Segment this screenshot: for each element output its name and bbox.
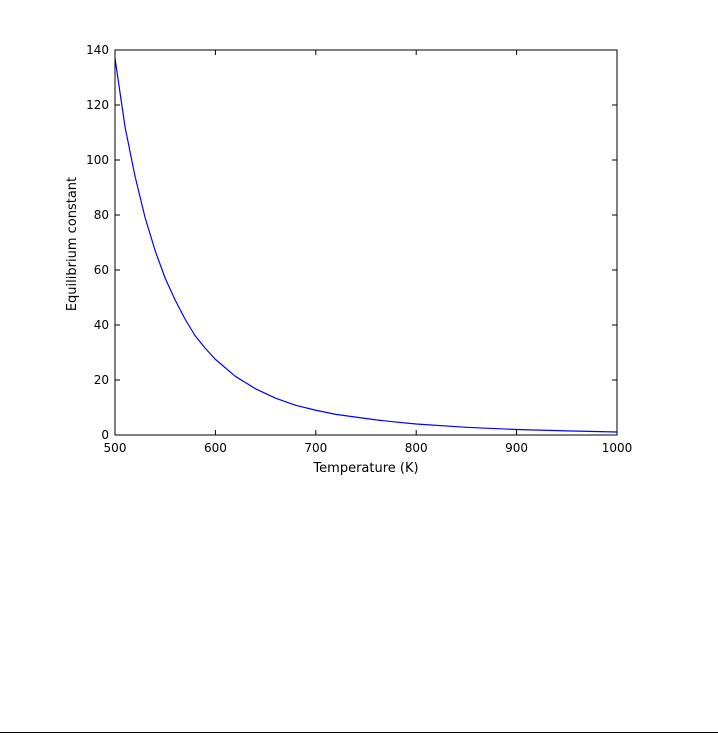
x-tick-label-1: 600	[204, 441, 227, 455]
y-tick-label-4: 80	[94, 208, 109, 222]
x-tick-label-5: 1000	[602, 441, 633, 455]
y-tick-label-0: 0	[101, 428, 109, 442]
y-tick-label-6: 120	[86, 98, 109, 112]
x-tick-label-3: 800	[405, 441, 428, 455]
x-axis-ticks: 500 600 700 800 900 1000	[104, 50, 633, 455]
y-tick-label-3: 60	[94, 263, 109, 277]
y-tick-label-7: 140	[86, 43, 109, 57]
y-tick-label-1: 20	[94, 373, 109, 387]
x-tick-label-2: 700	[304, 441, 327, 455]
x-axis-label: Temperature (K)	[312, 461, 418, 476]
y-axis-ticks: 0 20 40 60 80 100 120 140	[86, 43, 617, 442]
x-tick-label-4: 900	[505, 441, 528, 455]
y-axis-label: Equilibrium constant	[65, 177, 80, 311]
page-bottom-rule	[0, 732, 718, 733]
plot-frame	[114, 49, 618, 436]
series-layer	[114, 58, 618, 433]
plot-area	[114, 49, 618, 436]
y-tick-label-2: 40	[94, 318, 109, 332]
y-tick-label-5: 100	[86, 153, 109, 167]
x-tick-label-0: 500	[104, 441, 127, 455]
series-line-0	[114, 58, 618, 433]
